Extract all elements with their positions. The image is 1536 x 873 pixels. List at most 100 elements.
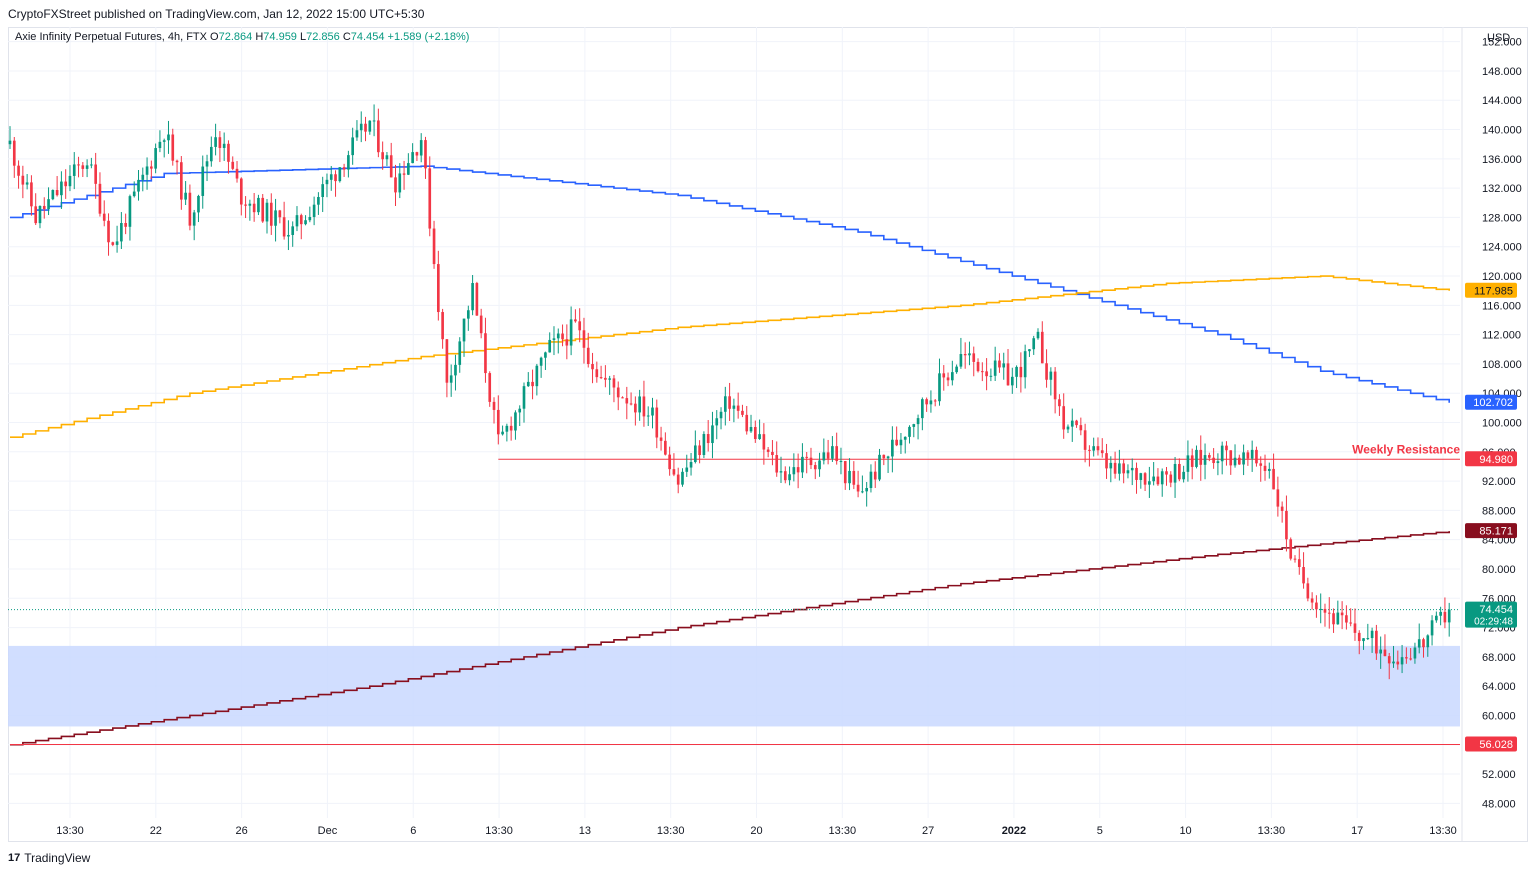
candle-body: [484, 333, 487, 374]
legend-low-label: L: [300, 31, 307, 43]
x-tick-label: 17: [1351, 825, 1363, 837]
candle-body: [171, 134, 175, 161]
candle-body: [1053, 371, 1057, 400]
candle-body: [826, 452, 830, 459]
candle-body: [1443, 611, 1447, 623]
candle-body: [1375, 630, 1378, 654]
candle-body: [1409, 658, 1412, 660]
candle-body: [269, 202, 273, 226]
candle-body: [1383, 649, 1387, 657]
candle-body: [317, 196, 320, 205]
y-tick-label: 108.000: [1482, 359, 1522, 371]
candle-body: [668, 454, 671, 470]
candle-body: [158, 141, 162, 149]
x-tick-label: 13:30: [829, 825, 857, 837]
orange-ma-badge: [1465, 282, 1517, 298]
candle-body: [1058, 399, 1061, 407]
candle-body: [252, 203, 256, 213]
candle-body: [162, 140, 166, 142]
candle-body: [402, 173, 406, 175]
candle-body: [681, 471, 684, 485]
candle-body: [12, 140, 16, 166]
candle-body: [831, 446, 834, 459]
candle-body: [1208, 455, 1211, 458]
x-tick-label: 26: [236, 825, 248, 837]
candle-body: [788, 474, 791, 481]
candle-body: [1315, 602, 1318, 610]
candle-body: [102, 213, 106, 221]
candle-body: [154, 148, 157, 169]
candle-body: [783, 471, 787, 481]
candle-body: [711, 425, 714, 444]
candle-body: [1079, 425, 1083, 431]
candle-body: [1126, 470, 1130, 474]
y-tick-label: 112.000: [1482, 330, 1521, 342]
support-badge: [1465, 736, 1517, 752]
candle-body: [21, 175, 25, 185]
candle-body: [111, 242, 115, 245]
candle-body: [548, 339, 552, 353]
candle-body: [492, 401, 496, 410]
candle-body: [998, 360, 1001, 368]
candle-body: [299, 215, 303, 225]
candle-body: [227, 143, 230, 162]
candle-body: [201, 166, 205, 196]
candle-body: [1088, 449, 1091, 451]
candle-body: [342, 167, 346, 170]
candle-body: [882, 454, 886, 459]
candle-body: [424, 140, 427, 169]
candle-body: [689, 462, 693, 468]
candle-body: [308, 216, 312, 221]
candle-body: [753, 427, 757, 440]
candle-body: [873, 471, 877, 480]
candle-body: [338, 167, 342, 182]
symbol-legend[interactable]: Axie Infinity Perpetual Futures, 4h, FTX…: [15, 31, 469, 43]
y-tick-label: 88.000: [1482, 505, 1516, 517]
candle-body: [411, 152, 414, 164]
candle-body: [574, 319, 577, 322]
candle-body: [222, 143, 226, 148]
y-tick-label: 124.000: [1482, 242, 1522, 254]
x-tick-label: 2022: [1002, 825, 1026, 837]
candle-body: [719, 411, 723, 419]
candle-body: [736, 405, 740, 411]
candle-body: [1113, 462, 1117, 474]
candle-body: [132, 191, 136, 197]
candle-body: [1272, 468, 1275, 490]
candle-body: [694, 445, 697, 463]
candle-body: [916, 418, 920, 425]
candle-body: [261, 197, 265, 222]
candle-body: [496, 409, 500, 435]
chart-pane[interactable]: [8, 27, 1528, 842]
candle-body: [852, 470, 856, 485]
candle-body: [218, 137, 222, 148]
candle-body: [1105, 453, 1108, 469]
legend-open-value: 72.864: [218, 31, 253, 43]
candle-body: [762, 434, 766, 450]
candle-body: [813, 465, 817, 470]
candle-body: [1173, 463, 1177, 483]
y-tick-label: 92.000: [1482, 476, 1516, 488]
candle-body: [976, 361, 980, 372]
candle-body: [925, 399, 928, 405]
candle-body: [843, 461, 847, 484]
candle-body: [501, 431, 504, 435]
candle-body: [30, 182, 33, 207]
candle-body: [1036, 331, 1040, 339]
candle-body: [325, 179, 329, 185]
candle-body: [1396, 661, 1400, 665]
legend-change: +1.589 (+2.18%): [387, 31, 470, 43]
candle-body: [1366, 638, 1370, 640]
y-tick-label: 48.000: [1482, 798, 1516, 810]
candle-body: [1297, 559, 1301, 568]
candle-body: [518, 408, 522, 413]
candle-body: [835, 446, 839, 462]
candle-body: [612, 378, 616, 388]
candle-body: [1276, 489, 1280, 507]
current-price-badge: [1465, 601, 1517, 628]
candle-body: [848, 470, 851, 484]
tradingview-brand[interactable]: 17 TradingView: [8, 851, 90, 865]
candle-body: [141, 174, 145, 180]
candle-body: [291, 226, 295, 235]
